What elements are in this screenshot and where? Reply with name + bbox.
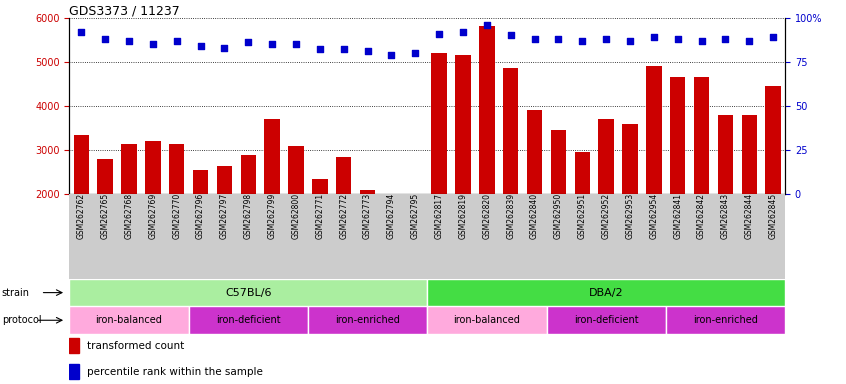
Point <box>409 50 422 56</box>
Bar <box>193 170 208 283</box>
Text: iron-deficient: iron-deficient <box>574 315 639 325</box>
Bar <box>598 119 614 283</box>
Bar <box>169 144 184 283</box>
Point <box>266 41 279 47</box>
Text: iron-balanced: iron-balanced <box>453 315 520 325</box>
Text: iron-enriched: iron-enriched <box>693 315 758 325</box>
Bar <box>288 146 304 283</box>
Text: C57BL/6: C57BL/6 <box>225 288 272 298</box>
Bar <box>408 234 423 283</box>
Text: iron-enriched: iron-enriched <box>335 315 400 325</box>
Bar <box>666 306 785 334</box>
Bar <box>308 306 427 334</box>
Bar <box>427 306 547 334</box>
Bar <box>574 152 590 283</box>
Point <box>552 36 565 42</box>
Bar <box>694 77 709 283</box>
Point <box>695 38 708 44</box>
Point <box>242 39 255 45</box>
Bar <box>74 135 89 283</box>
Bar <box>336 157 351 283</box>
Text: GDS3373 / 11237: GDS3373 / 11237 <box>69 5 180 18</box>
Point <box>194 43 207 49</box>
Text: iron-deficient: iron-deficient <box>216 315 281 325</box>
Bar <box>547 306 666 334</box>
Point <box>337 46 350 53</box>
Bar <box>384 236 399 283</box>
Point <box>98 36 112 42</box>
Text: strain: strain <box>2 288 30 298</box>
Bar <box>646 66 662 283</box>
Point <box>289 41 303 47</box>
Text: iron-balanced: iron-balanced <box>96 315 162 325</box>
Point <box>360 48 374 54</box>
Bar <box>479 26 495 283</box>
Point <box>528 36 541 42</box>
Text: transformed count: transformed count <box>86 341 184 351</box>
Bar <box>431 53 447 283</box>
Point <box>122 38 135 44</box>
Point <box>504 32 518 38</box>
Bar <box>69 279 427 306</box>
Point <box>647 34 661 40</box>
Point <box>671 36 684 42</box>
Bar <box>146 141 161 283</box>
Point <box>217 45 231 51</box>
Text: percentile rank within the sample: percentile rank within the sample <box>86 366 262 377</box>
Bar <box>427 279 785 306</box>
Bar <box>551 130 566 283</box>
Text: DBA/2: DBA/2 <box>589 288 624 298</box>
Point <box>313 46 327 53</box>
Point <box>456 29 470 35</box>
Text: protocol: protocol <box>2 315 41 325</box>
Bar <box>217 166 232 283</box>
Bar <box>69 306 189 334</box>
Point <box>599 36 613 42</box>
Point <box>766 34 780 40</box>
Point <box>385 52 398 58</box>
Bar <box>503 68 519 283</box>
Bar <box>623 124 638 283</box>
Bar <box>717 115 733 283</box>
Point <box>575 38 589 44</box>
Bar <box>121 144 137 283</box>
Point <box>146 41 160 47</box>
Bar <box>312 179 327 283</box>
Point <box>432 30 446 36</box>
Bar <box>265 119 280 283</box>
Bar <box>742 115 757 283</box>
Bar <box>69 364 80 379</box>
Bar <box>527 111 542 283</box>
Point <box>74 29 88 35</box>
Point <box>170 38 184 44</box>
Bar <box>360 190 376 283</box>
Bar <box>97 159 113 283</box>
Bar <box>189 306 308 334</box>
Point <box>718 36 732 42</box>
Bar <box>670 77 685 283</box>
Point <box>480 22 493 28</box>
Point <box>624 38 637 44</box>
Bar <box>240 155 256 283</box>
Bar <box>766 86 781 283</box>
Point <box>743 38 756 44</box>
Bar <box>69 338 80 353</box>
Bar <box>455 55 470 283</box>
